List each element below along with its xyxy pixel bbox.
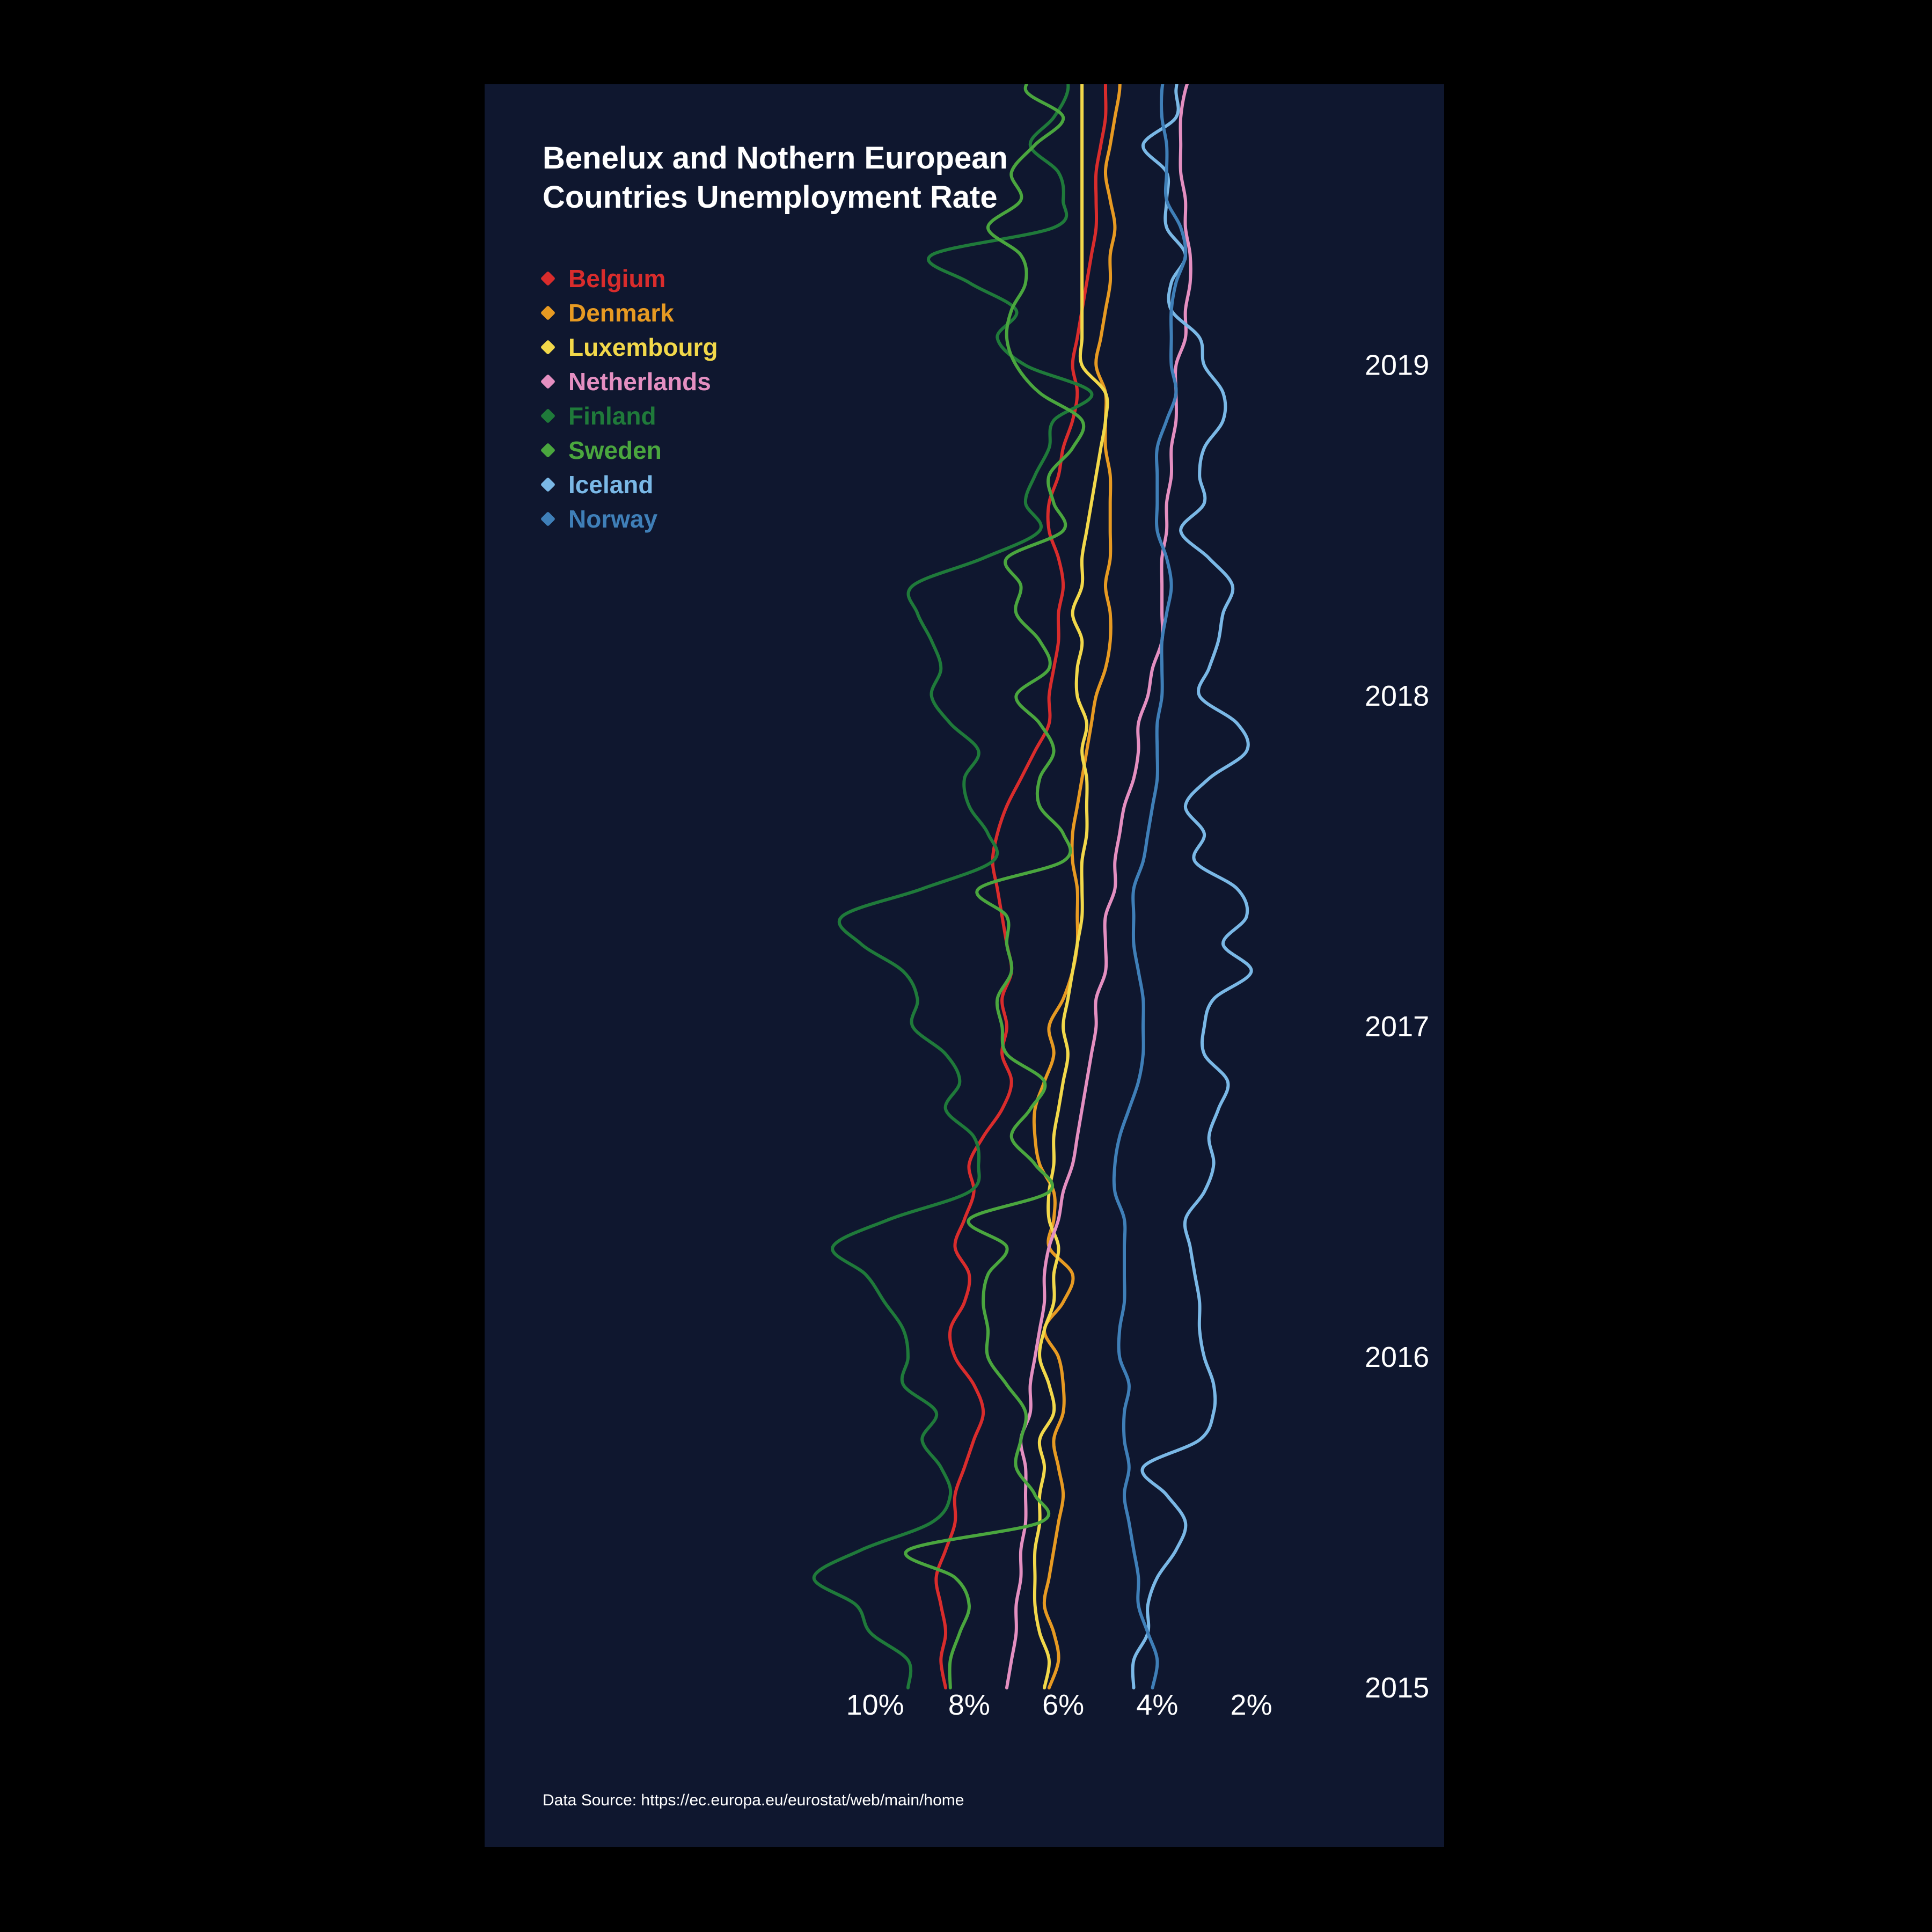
y-axis-tick: 2018 bbox=[1365, 680, 1429, 712]
series-norway bbox=[1114, 84, 1185, 1688]
x-axis-tick: 2% bbox=[1231, 1689, 1272, 1721]
series-luxembourg bbox=[1035, 84, 1108, 1688]
x-axis-tick: 4% bbox=[1136, 1689, 1178, 1721]
series-iceland bbox=[1133, 84, 1252, 1688]
x-axis-tick: 6% bbox=[1042, 1689, 1084, 1721]
y-axis-tick: 2017 bbox=[1365, 1011, 1429, 1043]
series-denmark bbox=[1034, 84, 1120, 1688]
line-chart: 2015 2016 2017 2018 2019 10% 8% 6% 4% 2% bbox=[485, 84, 1444, 1847]
series-finland bbox=[814, 84, 1092, 1688]
x-axis-tick: 10% bbox=[846, 1689, 904, 1721]
y-axis-tick: 2019 bbox=[1365, 349, 1429, 382]
data-source-footer: Data Source: https://ec.europa.eu/eurost… bbox=[543, 1791, 964, 1810]
series-netherlands bbox=[1007, 84, 1195, 1688]
x-axis-tick: 8% bbox=[948, 1689, 990, 1721]
chart-panel: Benelux and Nothern European Countries U… bbox=[485, 84, 1444, 1847]
y-axis-tick: 2016 bbox=[1365, 1341, 1429, 1373]
y-axis-tick: 2015 bbox=[1365, 1672, 1429, 1704]
